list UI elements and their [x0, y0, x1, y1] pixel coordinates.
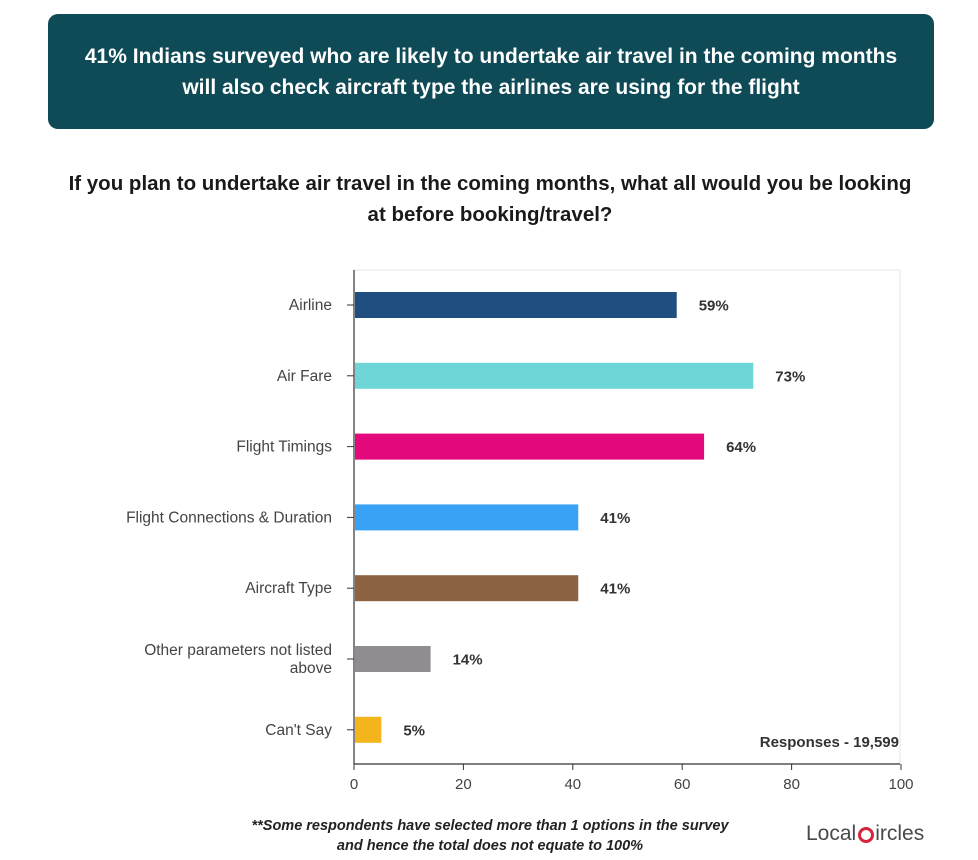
x-tick-label: 60	[674, 776, 691, 793]
category-label: Flight Connections & Duration	[126, 509, 332, 526]
bar-value-label: 5%	[403, 722, 425, 739]
headline-banner: 41% Indians surveyed who are likely to u…	[48, 14, 934, 129]
bar-chart: 0 20 40 60 80 100 59% Airline 73% Air Fare 64% Flig…	[126, 269, 914, 793]
x-tick-label: 0	[350, 776, 358, 793]
responses-count: Responses - 19,599	[760, 734, 899, 751]
x-tick-label: 40	[564, 776, 581, 793]
category-label: Airline	[289, 297, 332, 314]
bar-value-label: 41%	[600, 510, 630, 527]
x-tick-label: 20	[455, 776, 472, 793]
bar	[355, 504, 579, 531]
category-label: Air Fare	[277, 368, 332, 385]
logo-text-circles: ircles	[875, 822, 925, 845]
category-label: Aircraft Type	[245, 580, 332, 597]
category-label: Can't Say	[265, 722, 332, 739]
bar-value-label: 64%	[726, 439, 756, 456]
bar-value-label: 41%	[600, 581, 630, 598]
x-tick-label: 80	[783, 776, 800, 793]
bar	[355, 575, 579, 602]
footnote-line-1: **Some respondents have selected more th…	[251, 818, 729, 834]
bar	[355, 716, 382, 743]
logo-circle-icon	[858, 827, 875, 843]
headline-text: 41% Indians surveyed who are likely to u…	[84, 44, 898, 99]
bar-value-label: 73%	[775, 368, 805, 385]
category-label: above	[290, 660, 332, 677]
survey-question: If you plan to undertake air travel in t…	[68, 172, 912, 226]
bar	[355, 292, 677, 318]
bar-value-label: 59%	[699, 298, 729, 315]
footnote-line-2: and hence the total does not equate to 1…	[336, 838, 644, 854]
x-tick-label: 100	[888, 776, 913, 793]
category-label: Other parameters not listed	[144, 642, 332, 659]
bar	[355, 646, 431, 672]
category-label: Flight Timings	[236, 439, 332, 456]
logo-text-local: Local	[806, 822, 857, 845]
bar-value-label: 14%	[453, 652, 483, 669]
bar	[355, 362, 754, 389]
localcircles-logo: Local ircles	[806, 822, 924, 846]
footnote: **Some respondents have selected more th…	[170, 816, 810, 856]
bar	[355, 433, 705, 460]
